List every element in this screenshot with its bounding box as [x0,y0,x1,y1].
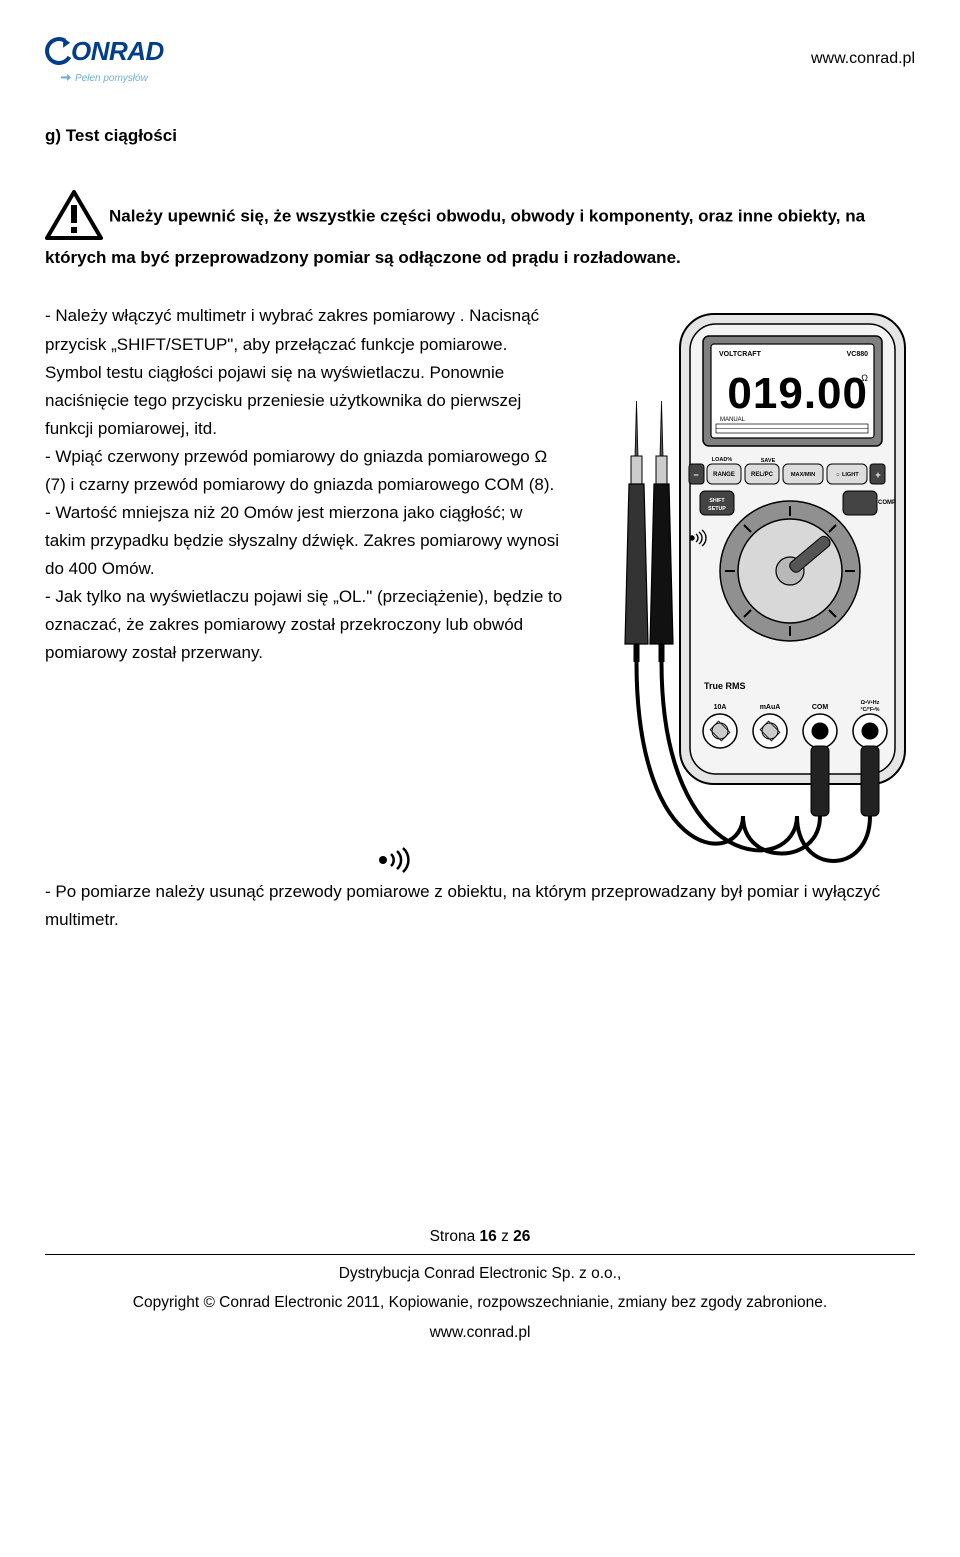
content-columns: - Należy włączyć multimetr i wybrać zakr… [45,302,915,875]
warning-block: Należy upewnić się, że wszystkie części … [45,190,915,272]
document-page: ONRAD Pełen pomysłów www.conrad.pl g) Te… [0,0,960,1369]
label-comp: COMP [878,500,896,506]
paragraph: - Wartość mniejsza niż 20 Omów jest mier… [45,499,565,583]
warning-text: Należy upewnić się, że wszystkie części … [45,207,865,268]
page-footer: Strona 16 z 26 Dystrybucja Conrad Electr… [45,1224,915,1345]
footer-copyright: Copyright © Conrad Electronic 2011, Kopi… [45,1290,915,1316]
logo-text: ONRAD [71,30,164,73]
lcd-model: VC880 [847,351,869,358]
paragraph: - Należy włączyć multimetr i wybrać zakr… [45,302,565,442]
brand-logo: ONRAD Pełen pomysłów [45,30,164,87]
header-url: www.conrad.pl [811,46,915,72]
label-true-rms: True RMS [704,681,746,691]
jack-10a: 10A [714,704,727,711]
svg-text:°C/°F•%: °C/°F•% [861,707,880,713]
btn-range: RANGE [713,472,735,478]
logo-wordmark: ONRAD [45,30,164,73]
footer-distributor: Dystrybucja Conrad Electronic Sp. z o.o.… [45,1261,915,1287]
svg-text:SHIFT: SHIFT [709,498,725,504]
svg-text:−: − [693,470,698,480]
label-load: LOAD% [712,457,733,463]
logo-tagline: Pełen pomysłów [75,71,164,88]
probe-left [625,401,648,662]
section-heading: g) Test ciągłości [45,122,915,150]
content-after-figure: - Po pomiarze należy usunąć przewody pom… [45,878,915,934]
lcd-unit: Ω [861,373,868,383]
page-header: ONRAD Pełen pomysłów www.conrad.pl [45,30,915,87]
btn-relpc: REL/PC [751,472,774,478]
page-number: Strona 16 z 26 [45,1224,915,1250]
svg-text:Ω•V•Hz: Ω•V•Hz [861,700,880,706]
paragraph: - Jak tylko na wyświetlaczu pojawi się „… [45,583,565,667]
paragraph: - Wpiąć czerwony przewód pomiarowy do gn… [45,443,565,499]
label-save: SAVE [761,458,776,464]
btn-maxmin: MAX/MIN [791,472,815,478]
footer-divider [45,1254,915,1255]
lcd-brand: VOLTCRAFT [719,351,762,358]
btn-light: ☼ LIGHT [835,472,859,478]
paragraph: - Po pomiarze należy usunąć przewody pom… [45,878,915,934]
warning-icon [45,190,103,240]
content-text: - Należy włączyć multimetr i wybrać zakr… [45,302,565,875]
footer-url: www.conrad.pl [45,1320,915,1346]
jack-ma: mAuA [760,704,781,711]
svg-text:+: + [875,470,880,480]
multimeter-figure: VOLTCRAFT VC880 019.00 Ω MANUAL LOAD% SA… [585,302,915,875]
probe-right [650,401,673,662]
lcd-sub: MANUAL [720,417,746,423]
svg-text:SETUP: SETUP [708,506,726,512]
lcd-value: 019.00 [727,369,868,418]
jack-com: COM [812,704,829,711]
multimeter-illustration: VOLTCRAFT VC880 019.00 Ω MANUAL LOAD% SA… [585,306,915,866]
